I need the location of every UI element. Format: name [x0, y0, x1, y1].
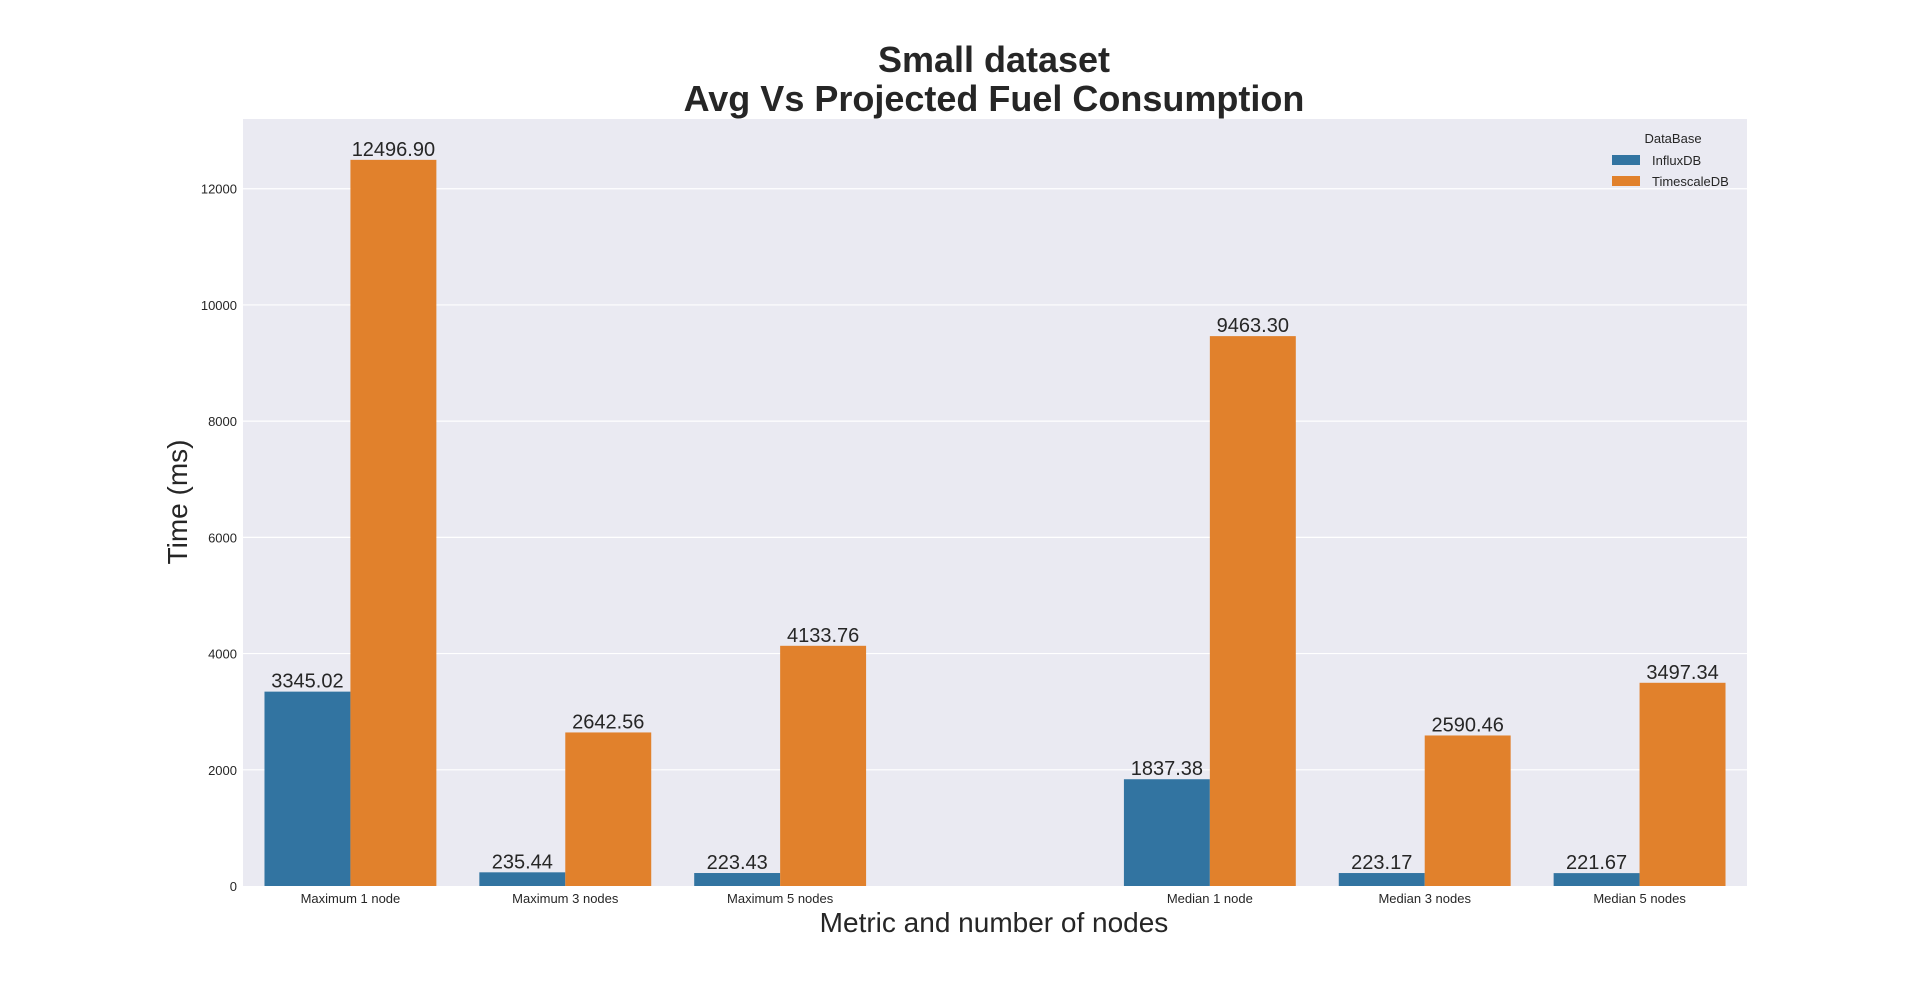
bar-value-label: 223.17	[1351, 852, 1412, 874]
bar-influxdb	[264, 691, 351, 886]
x-tick-label: Median 3 nodes	[1378, 891, 1471, 906]
bar-value-label: 4133.76	[787, 625, 859, 647]
y-tick-label: 10000	[201, 298, 237, 313]
legend: DataBase InfluxDB TimescaleDB	[1612, 131, 1729, 189]
x-tick-label: Median 5 nodes	[1593, 891, 1686, 906]
bar-value-label: 235.44	[492, 851, 553, 873]
y-tick-label: 12000	[201, 182, 237, 197]
bar-timescaledb	[350, 159, 437, 886]
bar-value-label: 223.43	[707, 852, 768, 874]
legend-label-influxdb: InfluxDB	[1652, 153, 1701, 168]
x-tick-label: Maximum 1 node	[301, 891, 401, 906]
bar-value-label: 1837.38	[1131, 758, 1203, 780]
y-tick-label: 0	[230, 879, 237, 894]
x-tick-label: Median 1 node	[1167, 891, 1253, 906]
bar-labels: 3345.02 12496.90 235.44 2642.56 223.43 4133.7…	[271, 139, 1718, 874]
legend-label-timescaledb: TimescaleDB	[1652, 174, 1729, 189]
bar-influxdb	[479, 872, 566, 886]
bar-influxdb	[1123, 779, 1210, 886]
y-tick-label: 4000	[208, 647, 237, 662]
y-tick-label: 2000	[208, 763, 237, 778]
chart-title-line-2: Avg Vs Projected Fuel Consumption	[684, 78, 1305, 119]
bar-value-label: 12496.90	[352, 139, 435, 161]
legend-swatch-timescaledb	[1612, 176, 1640, 186]
bar-timescaledb	[1639, 682, 1726, 886]
bar-influxdb	[1553, 873, 1640, 886]
y-axis-label: Time (ms)	[162, 440, 193, 565]
legend-swatch-influxdb	[1612, 155, 1640, 165]
x-axis-label: Metric and number of nodes	[820, 907, 1169, 938]
bars	[264, 159, 1726, 887]
bar-value-label: 3497.34	[1646, 662, 1718, 684]
bar-timescaledb	[780, 645, 867, 886]
bar-influxdb	[694, 873, 781, 886]
y-tick-label: 8000	[208, 414, 237, 429]
bar-value-label: 221.67	[1566, 852, 1627, 874]
y-axis-ticks: 0 2000 4000 6000 8000 10000 12000	[201, 182, 237, 894]
bar-timescaledb	[1209, 336, 1296, 887]
y-tick-label: 6000	[208, 530, 237, 545]
bar-timescaledb	[1424, 735, 1511, 886]
x-tick-label: Maximum 5 nodes	[727, 891, 834, 906]
bar-value-label: 2590.46	[1432, 714, 1504, 736]
legend-title: DataBase	[1644, 131, 1701, 146]
plot-area	[243, 119, 1747, 886]
bar-influxdb	[1338, 873, 1425, 886]
x-tick-label: Maximum 3 nodes	[512, 891, 619, 906]
bar-value-label: 2642.56	[572, 711, 644, 733]
x-axis-ticks: Maximum 1 node Maximum 3 nodes Maximum 5 n…	[301, 891, 1687, 906]
bar-timescaledb	[565, 732, 652, 886]
chart-title-line-1: Small dataset	[878, 39, 1110, 80]
bar-value-label: 9463.30	[1217, 315, 1289, 337]
bar-value-label: 3345.02	[271, 671, 343, 693]
